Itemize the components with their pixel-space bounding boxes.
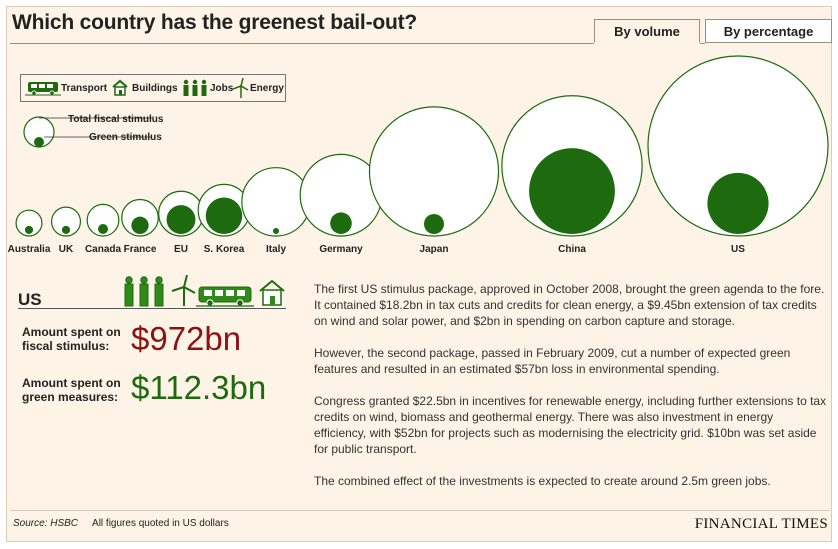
green-stimulus-bubble-australia [24,225,34,234]
source-text: Source: HSBC [13,518,79,529]
detail-divider [18,308,286,309]
fiscal-value: $972bn [131,320,242,357]
country-label-germany[interactable]: Germany [319,244,363,255]
country-label-canada[interactable]: Canada [84,244,122,255]
legend-transport-label: Transport [61,83,108,94]
green-stimulus-bubble-s-korea [205,197,243,234]
total-stimulus-bubble-japan[interactable] [368,106,500,237]
workers-icon [183,79,207,96]
size-key-total-label: Total fiscal stimulus [68,114,164,125]
green-value: $112.3bn [131,369,267,406]
total-stimulus-bubble-canada[interactable] [86,203,120,237]
green-stimulus-bubble-italy [273,228,279,234]
green-stimulus-bubble-japan [424,214,444,234]
tab-divider-right [700,43,705,44]
detail-country-title: US [18,290,42,309]
footer-source: Source: HSBC All figures quoted in US dol… [13,518,229,529]
tab-by-volume[interactable]: By volume [594,19,700,43]
house-icon [259,279,285,306]
fiscal-label-line2: fiscal stimulus: [22,339,110,353]
legend-buildings-label: Buildings [132,83,178,94]
green-label-line1: Amount spent on [22,376,121,390]
green-stimulus-bubble-eu [166,205,196,234]
country-label-s-korea[interactable]: S. Korea [203,244,245,255]
detail-icons [124,275,285,307]
house-icon [112,79,128,96]
footer-divider [10,510,830,511]
fiscal-label: Amount spent on fiscal stimulus: [22,325,121,353]
fiscal-label-line1: Amount spent on [22,325,121,339]
workers-icon [124,276,164,307]
bus-icon [25,82,61,96]
page-title: Which country has the greenest bail-out? [12,11,418,34]
size-key-green-circle [34,137,44,147]
country-label-us[interactable]: US [731,244,745,255]
bus-icon [196,286,254,307]
detail-paragraph-3: Congress granted $22.5bn in incentives f… [314,394,827,456]
legend-jobs-label: Jobs [210,83,234,94]
country-label-eu[interactable]: EU [174,244,188,255]
size-key [23,116,152,148]
green-stimulus-bubble-china [529,148,615,234]
green-label-line2: green measures: [22,390,119,404]
green-stimulus-bubble-france [131,216,149,235]
green-stimulus-bubble-uk [61,225,71,234]
total-stimulus-bubble-us[interactable] [647,55,829,237]
total-stimulus-bubble-italy[interactable] [241,167,311,237]
country-label-china[interactable]: China [558,244,586,255]
total-stimulus-bubble-uk[interactable] [50,206,82,237]
size-key-green-label: Green stimulus [89,132,162,143]
country-label-japan[interactable]: Japan [419,244,449,255]
country-label-uk[interactable]: UK [58,244,74,255]
wind-turbine-icon [233,78,249,98]
note-text: All figures quoted in US dollars [92,518,229,529]
green-stimulus-bubble-germany [330,212,352,234]
country-label-france[interactable]: France [123,244,157,255]
total-stimulus-bubble-australia[interactable] [15,209,43,237]
detail-paragraph-4: The combined effect of the investments i… [314,474,771,488]
legend-box: Transport Buildings Jobs Energy [20,74,286,102]
brand-logo: FINANCIAL TIMES [694,516,828,532]
tab-divider [10,43,594,44]
country-label-australia[interactable]: Australia [7,244,51,255]
legend-energy-label: Energy [250,83,284,94]
bubble-chart [15,55,829,237]
tab-by-percentage[interactable]: By percentage [705,19,832,43]
green-stimulus-bubble-us [707,172,769,234]
detail-paragraph-1: The first US stimulus package, approved … [314,282,825,328]
green-stimulus-bubble-canada [98,224,108,234]
detail-paragraph-2: However, the second package, passed in F… [314,346,791,376]
green-label: Amount spent on green measures: [22,376,121,404]
country-label-italy[interactable]: Italy [265,244,287,255]
wind-turbine-icon [171,275,196,306]
